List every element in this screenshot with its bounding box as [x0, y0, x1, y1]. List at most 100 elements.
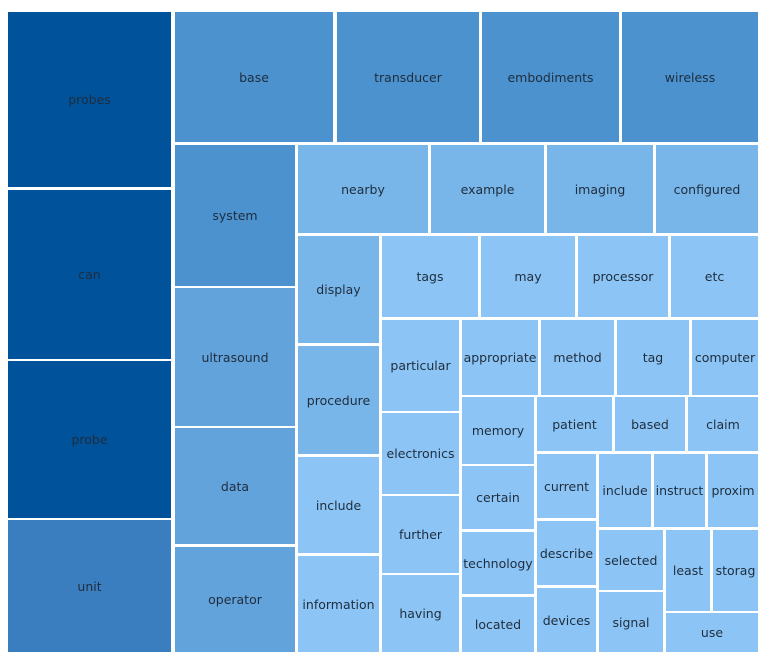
treemap-tile-label: base: [239, 69, 269, 85]
treemap-tile-wireless[interactable]: wireless: [620, 10, 760, 144]
treemap-tile-label: example: [460, 181, 515, 197]
treemap-tile-least[interactable]: least: [664, 528, 712, 613]
treemap-tile-label: appropriate: [463, 350, 537, 365]
treemap-tile-display[interactable]: display: [296, 234, 381, 345]
treemap-tile-label: signal: [612, 614, 650, 630]
treemap-tile-label: certain: [476, 490, 520, 505]
treemap-tile-label: particular: [390, 358, 451, 373]
treemap-tile-label: configured: [673, 181, 741, 197]
treemap-tile-system[interactable]: system: [173, 143, 297, 288]
treemap-tile-label: ultrasound: [201, 349, 269, 365]
treemap-tile-include[interactable]: include: [597, 452, 653, 529]
treemap-tile-label: may: [514, 269, 542, 284]
treemap-tile-label: describe: [539, 545, 594, 561]
treemap-tile-memory[interactable]: memory: [460, 395, 536, 466]
treemap-tile-label: claim: [706, 416, 740, 432]
treemap-tile-procedure[interactable]: procedure: [296, 344, 381, 456]
treemap-tile-label: selected: [604, 552, 658, 568]
treemap-tile-information[interactable]: information: [296, 554, 381, 654]
treemap-tile-transducer[interactable]: transducer: [335, 10, 481, 144]
treemap-tile-label: least: [672, 563, 704, 578]
treemap-tile-tags[interactable]: tags: [380, 234, 480, 319]
treemap-tile-label: memory: [471, 423, 525, 438]
treemap-tile-current[interactable]: current: [535, 452, 598, 520]
treemap-tile-proxim[interactable]: proxim: [706, 452, 760, 529]
treemap-tile-etc[interactable]: etc: [669, 234, 760, 319]
treemap-tile-method[interactable]: method: [539, 318, 616, 397]
treemap-tile-label: nearby: [341, 181, 385, 197]
treemap-tile-embodiments[interactable]: embodiments: [480, 10, 621, 144]
treemap-tile-example[interactable]: example: [429, 143, 546, 235]
treemap-tile-label: information: [302, 596, 375, 612]
treemap-tile-patient[interactable]: patient: [535, 395, 614, 453]
treemap-tile-label: data: [220, 478, 250, 494]
treemap-tile-label: technology: [463, 555, 533, 571]
treemap-tile-label: use: [700, 625, 724, 640]
treemap-tile-label: wireless: [664, 69, 716, 85]
treemap-tile-label: include: [602, 483, 648, 498]
treemap-tile-claim[interactable]: claim: [686, 395, 760, 453]
treemap-tile-may[interactable]: may: [479, 234, 577, 319]
treemap-tile-label: processor: [592, 269, 654, 284]
treemap-tile-label: current: [543, 478, 590, 494]
treemap-tile-certain[interactable]: certain: [460, 464, 536, 531]
treemap-tile-configured[interactable]: configured: [654, 143, 760, 235]
treemap-tile-label: further: [398, 527, 443, 542]
treemap-tile-base[interactable]: base: [173, 10, 335, 144]
treemap-tile-label: probe: [71, 432, 108, 447]
treemap-tile-particular[interactable]: particular: [380, 318, 461, 413]
treemap-tile-label: display: [316, 282, 361, 297]
treemap-tile-tag[interactable]: tag: [615, 318, 691, 397]
treemap-tile-appropriate[interactable]: appropriate: [460, 318, 540, 397]
treemap-tile-label: storag: [715, 563, 756, 578]
treemap-tile-label: method: [553, 350, 602, 365]
treemap-tile-label: probes: [68, 92, 111, 107]
treemap-tile-located[interactable]: located: [460, 595, 536, 654]
treemap-tile-label: operator: [208, 592, 262, 607]
treemap-tile-describe[interactable]: describe: [535, 519, 598, 587]
treemap-tile-label: patient: [552, 416, 597, 432]
treemap-tile-label: system: [212, 208, 258, 223]
treemap-tile-operator[interactable]: operator: [173, 545, 297, 654]
treemap-tile-label: tags: [416, 269, 444, 284]
treemap-tile-label: devices: [542, 612, 591, 628]
treemap-tile-nearby[interactable]: nearby: [296, 143, 430, 235]
treemap-tile-instruct[interactable]: instruct: [652, 452, 707, 529]
treemap-tile-label: unit: [77, 578, 102, 594]
treemap-tile-label: imaging: [574, 181, 626, 197]
treemap-tile-label: proxim: [711, 483, 755, 498]
treemap-tile-computer[interactable]: computer: [690, 318, 760, 397]
treemap-tile-based[interactable]: based: [613, 395, 687, 453]
treemap-tile-having[interactable]: having: [380, 573, 461, 654]
treemap-tile-label: instruct: [655, 483, 704, 498]
treemap-tile-can[interactable]: can: [6, 188, 173, 361]
treemap-tile-selected[interactable]: selected: [597, 528, 665, 592]
treemap-tile-ultrasound[interactable]: ultrasound: [173, 286, 297, 428]
treemap-tile-imaging[interactable]: imaging: [545, 143, 655, 235]
treemap-tile-probe[interactable]: probe: [6, 359, 173, 520]
treemap-tile-label: located: [474, 617, 522, 632]
treemap-tile-technology[interactable]: technology: [460, 530, 536, 596]
treemap-tile-label: etc: [704, 269, 725, 284]
treemap-tile-label: computer: [694, 350, 756, 365]
treemap-tile-label: embodiments: [507, 69, 594, 85]
treemap-tile-label: based: [631, 416, 669, 432]
treemap-tile-further[interactable]: further: [380, 494, 461, 575]
treemap-tile-probes[interactable]: probes: [6, 10, 173, 189]
treemap-tile-label: procedure: [306, 392, 371, 408]
treemap-tile-include[interactable]: include: [296, 455, 381, 555]
treemap-tile-label: tag: [642, 350, 664, 365]
treemap-tile-electronics[interactable]: electronics: [380, 411, 461, 496]
treemap-tile-data[interactable]: data: [173, 426, 297, 546]
treemap-tile-devices[interactable]: devices: [535, 586, 598, 654]
treemap-tile-label: include: [315, 497, 362, 513]
treemap-tile-use[interactable]: use: [664, 611, 760, 654]
treemap-tile-unit[interactable]: unit: [6, 518, 173, 654]
treemap-tile-storag[interactable]: storag: [711, 528, 760, 613]
treemap-tile-processor[interactable]: processor: [576, 234, 670, 319]
treemap-tile-label: can: [78, 267, 101, 282]
treemap-tile-label: having: [399, 606, 442, 621]
treemap-tile-label: transducer: [374, 69, 442, 85]
treemap-tile-signal[interactable]: signal: [597, 590, 665, 654]
